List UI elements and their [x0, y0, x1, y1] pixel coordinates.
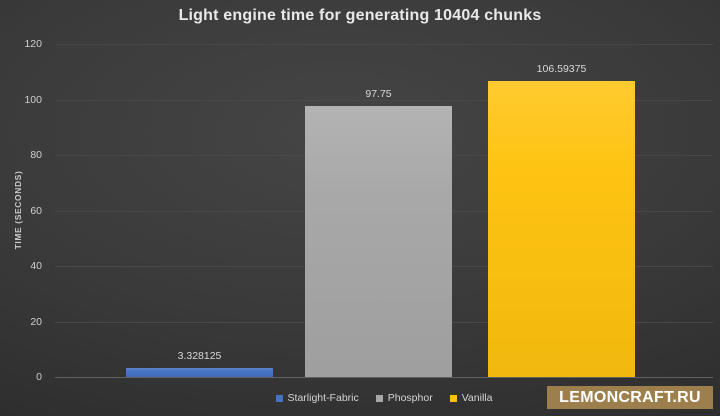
legend-swatch-icon	[449, 394, 457, 402]
legend-swatch-icon	[275, 394, 283, 402]
legend-item-starlight-fabric: Starlight-Fabric	[275, 392, 359, 404]
bar-value-label: 106.59375	[536, 63, 587, 76]
bar-value-label: 97.75	[365, 87, 392, 100]
x-axis-line	[55, 377, 713, 378]
bar-value-label: 3.328125	[177, 349, 222, 362]
legend-item-phosphor: Phosphor	[375, 392, 433, 404]
gridline	[55, 99, 713, 101]
legend-swatch-icon	[375, 394, 383, 402]
bar-starlight-fabric	[126, 367, 273, 377]
y-tick-label: 20	[30, 315, 42, 328]
y-tick-label: 40	[30, 260, 42, 272]
chart-title: Light engine time for generating 10404 c…	[178, 7, 542, 24]
plot-area: 3.328125 97.75 106.59375	[55, 44, 713, 378]
gridline	[55, 44, 713, 45]
watermark-badge: LEMONCRAFT.RU	[547, 386, 713, 409]
y-tick-label: 100	[24, 93, 42, 106]
legend-label: Starlight-Fabric	[287, 392, 359, 404]
y-tick-label: 60	[30, 204, 42, 217]
legend-item-vanilla: Vanilla	[449, 392, 493, 404]
legend-label: Vanilla	[461, 392, 493, 404]
legend: Starlight-Fabric Phosphor Vanilla	[55, 390, 713, 406]
y-tick-label: 80	[30, 149, 42, 161]
bar-vanilla	[488, 81, 635, 377]
legend-label: Phosphor	[387, 392, 433, 404]
y-tick-label: 0	[36, 371, 42, 383]
bar-phosphor	[305, 105, 452, 377]
y-tick-label: 120	[24, 38, 42, 50]
